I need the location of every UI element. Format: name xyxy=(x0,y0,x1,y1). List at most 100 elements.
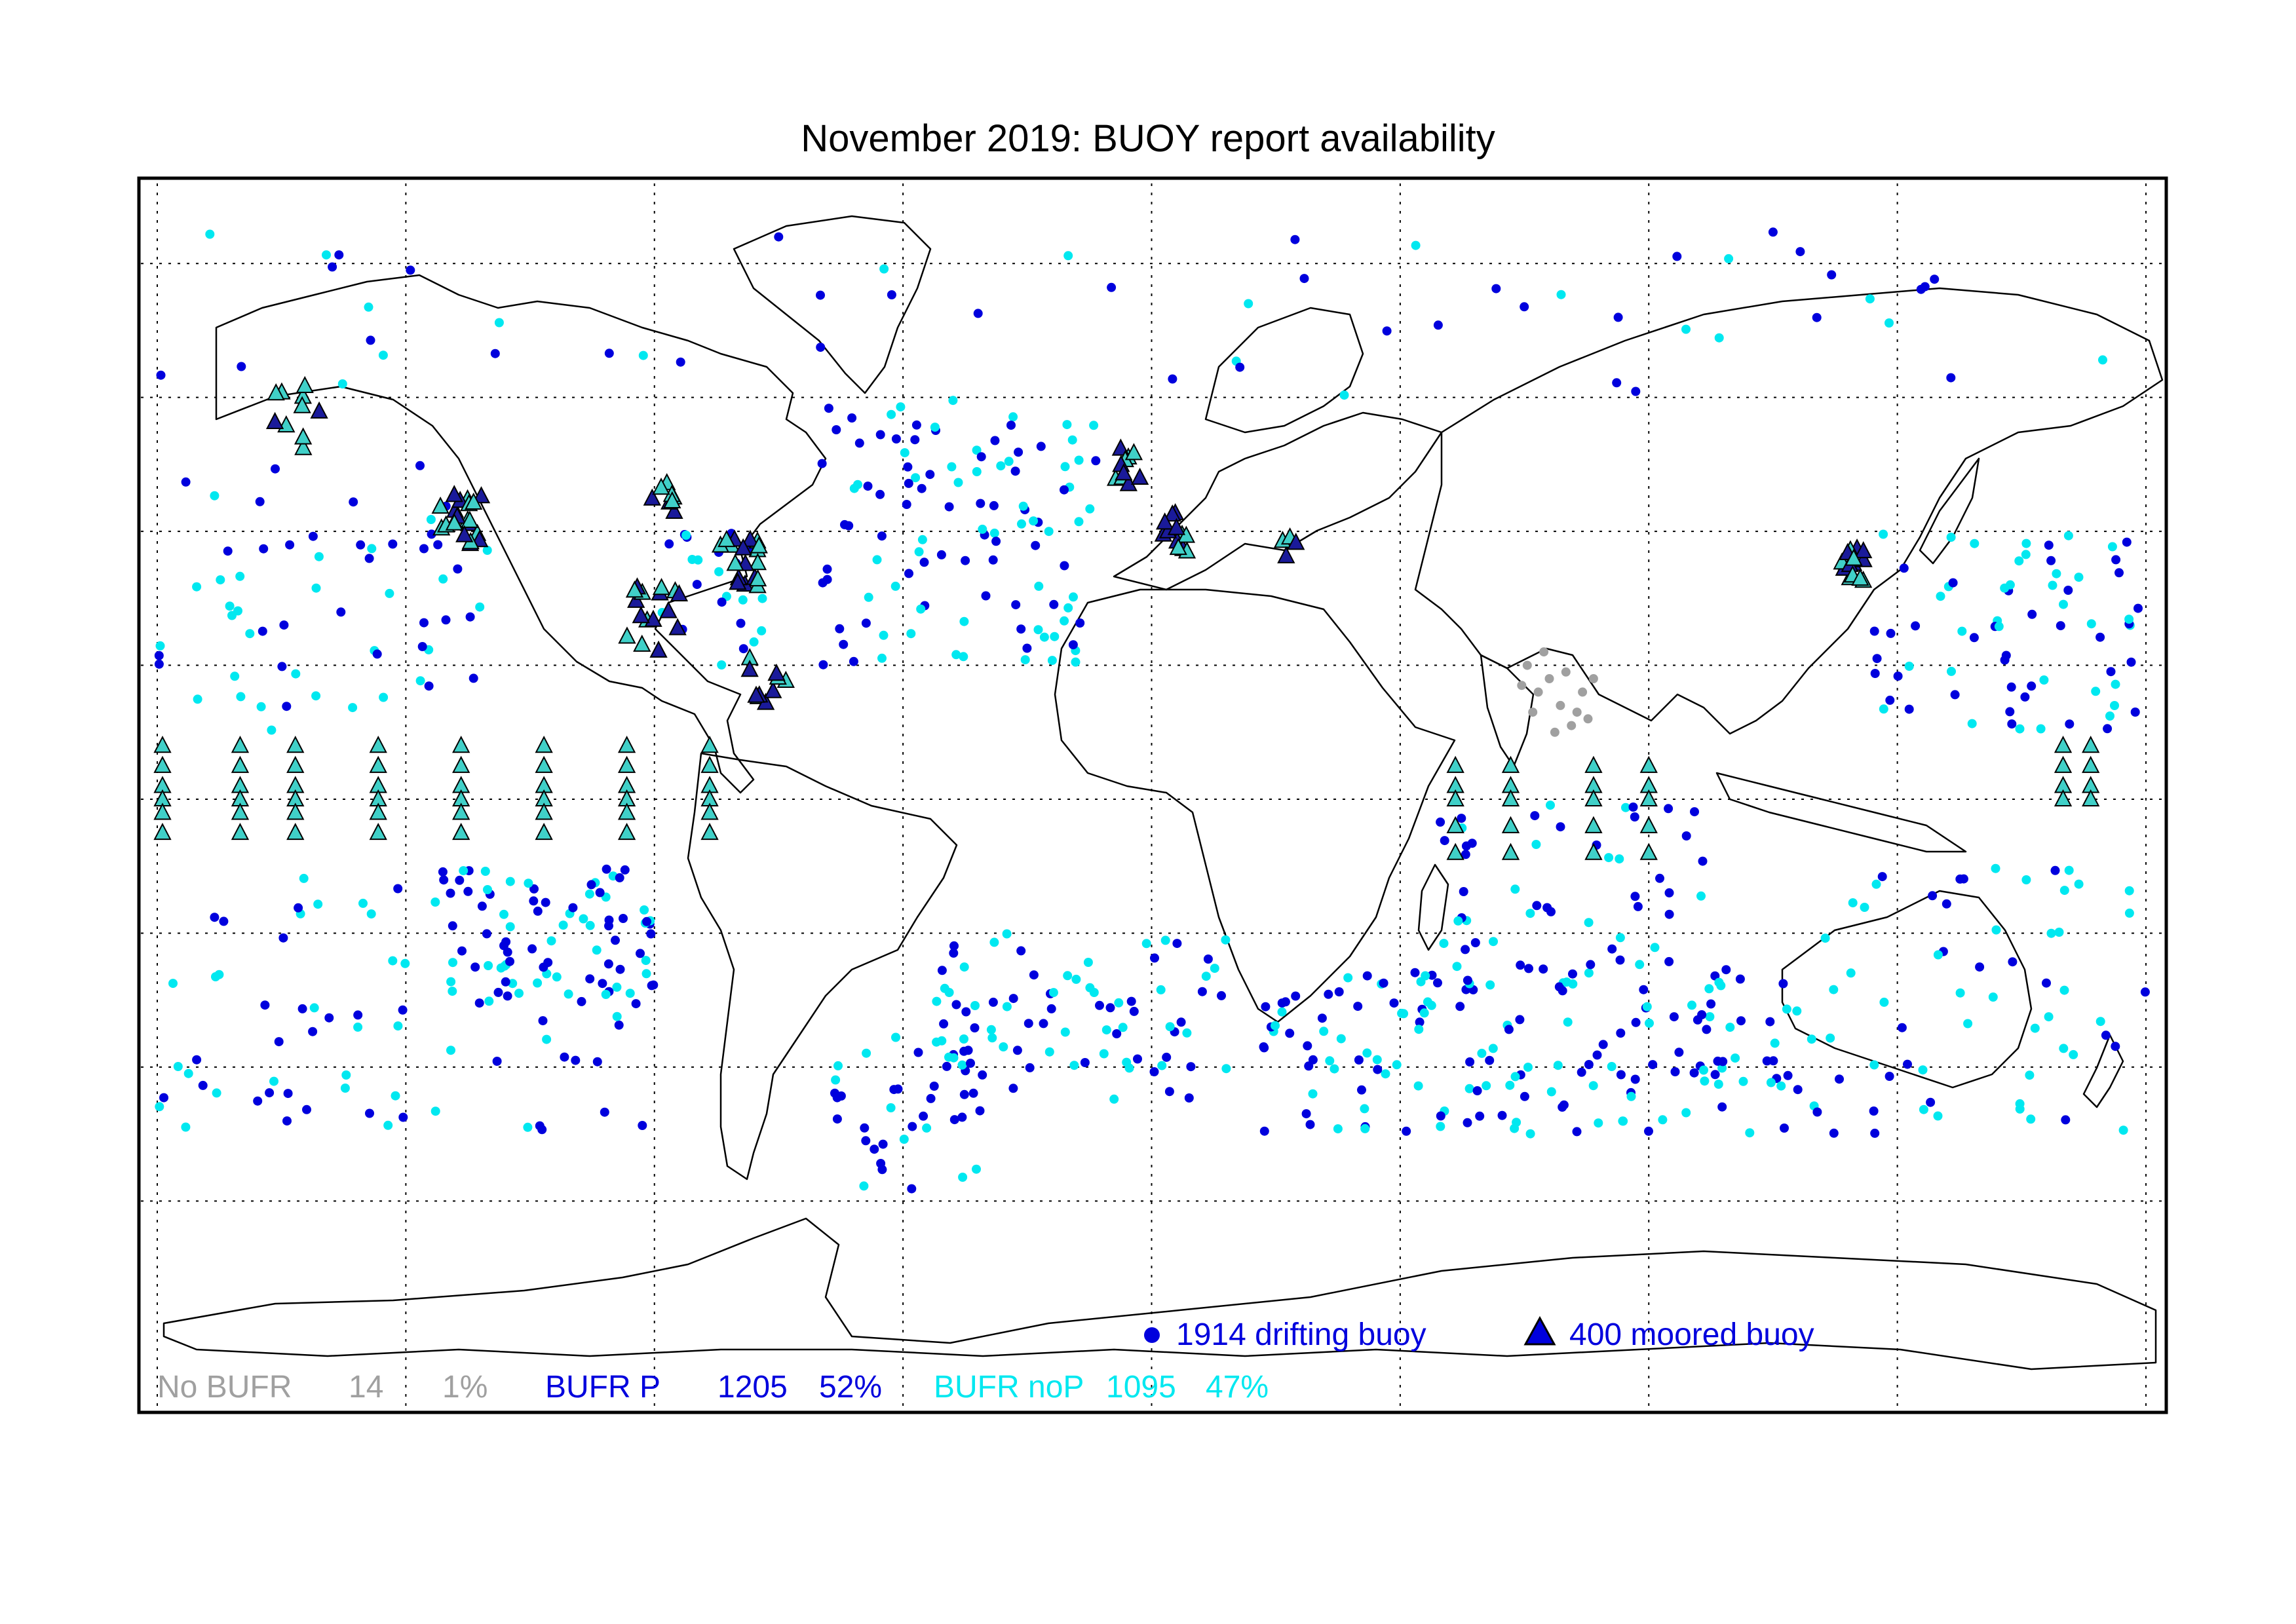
drifting-buoy-marker xyxy=(484,961,493,970)
drifting-buoy-marker xyxy=(676,357,685,367)
drifting-buoy-marker xyxy=(154,651,164,660)
drifting-buoy-marker xyxy=(949,941,959,951)
drifting-buoy-marker xyxy=(1904,704,1914,714)
drifting-buoy-marker xyxy=(1074,517,1084,527)
drifting-buoy-marker xyxy=(749,637,759,647)
drifting-buoy-marker xyxy=(1372,1055,1382,1065)
moored-buoy-marker xyxy=(286,803,305,820)
drifting-buoy-marker xyxy=(1010,466,1020,476)
drifting-buoy-marker xyxy=(1433,978,1442,988)
drifting-buoy-marker xyxy=(1016,624,1026,634)
drifting-buoy-marker xyxy=(1095,1000,1104,1010)
drifting-buoy-marker xyxy=(1301,1109,1311,1119)
drifting-buoy-marker xyxy=(1765,1017,1775,1027)
drifting-buoy-marker xyxy=(340,1084,350,1093)
drifting-buoy-marker xyxy=(393,1021,403,1031)
drifting-buoy-marker xyxy=(483,885,492,894)
moored-buoy-marker xyxy=(445,513,464,531)
drifting-buoy-marker xyxy=(1871,879,1881,889)
drifting-buoy-marker xyxy=(1049,599,1059,609)
drifting-buoy-marker xyxy=(640,905,649,915)
drifting-buoy-marker xyxy=(585,974,595,984)
drifting-buoy-marker xyxy=(314,552,324,561)
drifting-buoy-marker xyxy=(441,615,451,625)
drifting-buoy-marker xyxy=(427,529,436,539)
moored-buoy-marker xyxy=(455,525,474,542)
drifting-buoy-marker xyxy=(2014,556,2024,566)
drifting-buoy-marker xyxy=(1101,1025,1111,1035)
drifting-buoy-marker xyxy=(1025,1063,1035,1072)
drifting-buoy-marker xyxy=(738,644,748,654)
drifting-buoy-marker xyxy=(505,877,515,886)
drifting-buoy-marker xyxy=(2101,1030,2111,1040)
drifting-buoy-marker xyxy=(523,1122,533,1132)
drifting-buoy-marker xyxy=(533,978,543,988)
drifting-buoy-marker xyxy=(1071,657,1081,667)
moored-buoy-marker xyxy=(663,491,681,509)
drifting-buoy-marker xyxy=(906,629,916,639)
drifting-buoy-marker xyxy=(1879,704,1888,714)
moored-buoy-marker xyxy=(747,685,765,703)
drifting-buoy-marker xyxy=(891,434,901,444)
drifting-buoy-marker xyxy=(1008,994,1018,1004)
drifting-buoy-marker xyxy=(1083,958,1093,967)
drifting-buoy-marker xyxy=(1618,1116,1628,1126)
indonesia-coast xyxy=(1715,772,1967,853)
drifting-buoy-marker xyxy=(1440,836,1449,846)
drifting-buoy-marker xyxy=(1770,1038,1780,1048)
drifting-buoy-marker xyxy=(2059,1044,2069,1053)
drifting-buoy-marker xyxy=(1008,412,1018,422)
drifting-buoy-marker xyxy=(2027,681,2037,691)
drifting-buoy-marker xyxy=(1528,708,1538,717)
drifting-buoy-marker xyxy=(1157,1061,1167,1070)
drifting-buoy-marker xyxy=(1631,387,1641,396)
drifting-buoy-marker xyxy=(948,396,958,406)
drifting-buoy-marker xyxy=(448,987,457,996)
moored-buoy-marker xyxy=(294,427,313,445)
moored-buoy-marker xyxy=(1115,463,1133,481)
drifting-buoy-marker xyxy=(1325,1056,1335,1066)
drifting-buoy-marker xyxy=(446,1046,455,1055)
drifting-buoy-marker xyxy=(2044,540,2054,550)
drifting-buoy-marker xyxy=(181,477,191,487)
drifting-buoy-marker xyxy=(1060,616,1069,626)
drifting-buoy-marker xyxy=(986,1025,996,1034)
drifting-buoy-marker xyxy=(1911,621,1921,631)
drifting-buoy-marker xyxy=(379,692,389,702)
drifting-buoy-marker xyxy=(505,956,514,966)
moored-buoy-marker xyxy=(734,538,752,556)
drifting-buoy-marker xyxy=(438,867,448,877)
drifting-buoy-marker xyxy=(493,987,503,997)
new-zealand-coast xyxy=(2082,1034,2124,1108)
drifting-buoy-marker xyxy=(2021,550,2031,559)
drifting-buoy-marker xyxy=(364,554,374,563)
drifting-buoy-marker xyxy=(1062,420,1072,430)
moored-buoy-marker xyxy=(1130,467,1149,485)
drifting-buoy-marker xyxy=(474,998,484,1008)
moored-buoy-marker xyxy=(1446,842,1464,860)
drifting-buoy-marker xyxy=(1710,1070,1720,1080)
drifting-buoy-marker xyxy=(2111,1042,2120,1051)
drifting-buoy-marker xyxy=(465,612,475,622)
drifting-buoy-marker xyxy=(278,933,288,943)
drifting-buoy-marker xyxy=(1725,1023,1735,1032)
drifting-buoy-marker xyxy=(959,1089,969,1099)
drifting-buoy-marker xyxy=(1969,633,1979,643)
drifting-buoy-marker xyxy=(2126,657,2136,667)
drifting-buoy-marker xyxy=(1664,909,1674,919)
moored-buoy-marker xyxy=(1287,533,1305,550)
drifting-buoy-marker xyxy=(1299,274,1309,284)
drifting-buoy-marker xyxy=(1713,1080,1723,1089)
drifting-buoy-marker xyxy=(1002,929,1012,939)
moored-buoy-marker xyxy=(153,822,172,840)
drifting-buoy-marker xyxy=(1129,1006,1139,1016)
drifting-buoy-marker xyxy=(1047,656,1057,666)
drifting-buoy-marker xyxy=(1164,1087,1174,1097)
drifting-buoy-marker xyxy=(1664,956,1674,966)
moored-buoy-marker xyxy=(726,554,744,571)
drifting-buoy-marker xyxy=(1584,918,1594,928)
drifting-buoy-marker xyxy=(1080,1058,1090,1067)
drifting-buoy-marker xyxy=(1556,290,1566,299)
stats-no-bufr-label: No BUFR xyxy=(157,1370,292,1405)
drifting-buoy-marker xyxy=(942,1061,951,1071)
